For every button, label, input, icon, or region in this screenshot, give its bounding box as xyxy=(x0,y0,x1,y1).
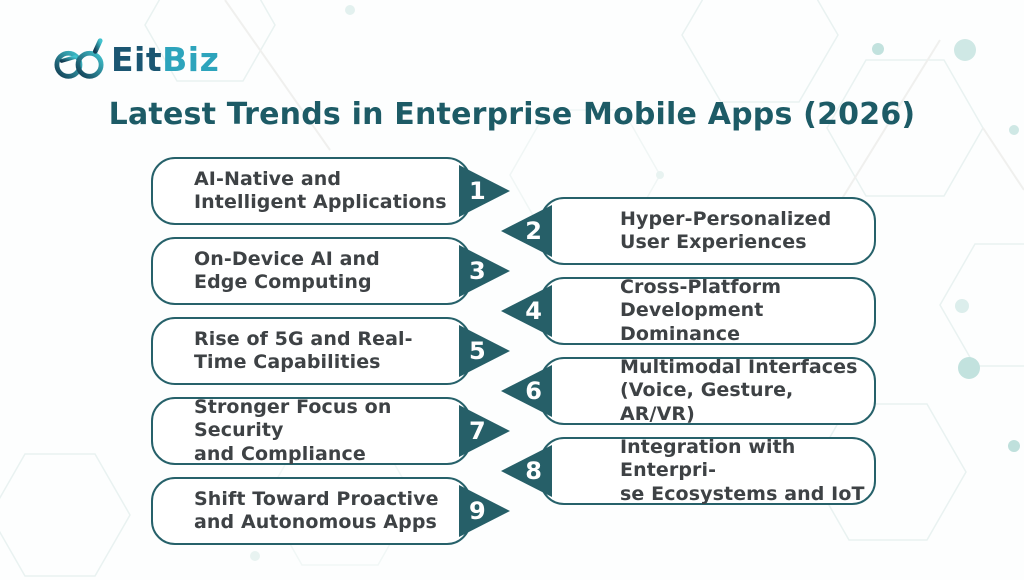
trend-number-6: 6 xyxy=(525,377,542,405)
trend-box-4: Cross-Platform Development Dominance 4 xyxy=(501,276,876,346)
trend-label-1: AI-Native and Intelligent Applications xyxy=(153,168,447,214)
brand-name: EitBiz xyxy=(111,43,219,76)
trend-line: Cross-Platform xyxy=(620,276,782,299)
trend-line: Intelligent Applications xyxy=(194,191,447,213)
trend-label-9: Shift Toward Proactive and Autonomous Ap… xyxy=(153,488,439,534)
trend-label-7: Stronger Focus on Security and Complianc… xyxy=(153,396,469,466)
trend-number-2: 2 xyxy=(525,217,542,245)
trend-line: Multimodal Interfaces xyxy=(620,356,858,379)
trend-line: Shift Toward Proactive xyxy=(194,487,439,510)
trend-box-7: Stronger Focus on Security and Complianc… xyxy=(151,396,510,466)
trend-line: and Compliance xyxy=(194,442,366,465)
trend-label-2: Hyper-Personalized User Experiences xyxy=(542,208,831,254)
trend-box-3: On-Device AI and Edge Computing 3 xyxy=(151,237,510,305)
trend-label-3: On-Device AI and Edge Computing xyxy=(153,248,380,294)
trend-number-8: 8 xyxy=(525,457,542,485)
trend-label-6: Multimodal Interfaces (Voice, Gesture, A… xyxy=(542,356,874,426)
trend-label-5: Rise of 5G and Real- Time Capabilities xyxy=(153,328,413,374)
trend-line: User Experiences xyxy=(620,231,807,253)
brand-name-primary: Eit xyxy=(111,39,163,79)
trend-line: Development Dominance xyxy=(620,299,764,345)
trend-box-2: Hyper-Personalized User Experiences 2 xyxy=(501,197,876,265)
trend-label-8: Integration with Enterpri- se Ecosystems… xyxy=(542,436,874,506)
brand-logo: EitBiz xyxy=(54,36,219,82)
trend-number-1: 1 xyxy=(469,177,486,205)
trend-number-4: 4 xyxy=(525,297,542,325)
trend-label-4: Cross-Platform Development Dominance xyxy=(542,276,874,346)
trend-line: AI-Native and xyxy=(194,167,342,190)
trend-number-7: 7 xyxy=(469,417,486,445)
trend-box-6: Multimodal Interfaces (Voice, Gesture, A… xyxy=(501,356,876,426)
trend-box-9: Shift Toward Proactive and Autonomous Ap… xyxy=(151,477,510,545)
trend-line: Integration with Enterpri- xyxy=(620,436,796,482)
trend-number-5: 5 xyxy=(469,337,486,365)
trend-line: Hyper-Personalized xyxy=(620,207,832,230)
trend-line: Stronger Focus on Security xyxy=(194,396,392,442)
trend-number-9: 9 xyxy=(469,497,486,525)
trend-line: se Ecosystems and IoT xyxy=(620,482,865,505)
trend-line: On-Device AI and xyxy=(194,247,380,270)
trend-box-1: AI-Native and Intelligent Applications 1 xyxy=(151,157,510,225)
page-title: Latest Trends in Enterprise Mobile Apps … xyxy=(108,97,916,132)
trend-box-8: Integration with Enterpri- se Ecosystems… xyxy=(501,436,876,506)
trend-line: Time Capabilities xyxy=(194,351,381,373)
trend-number-3: 3 xyxy=(469,257,486,285)
trend-line: Edge Computing xyxy=(194,271,372,293)
trend-box-5: Rise of 5G and Real- Time Capabilities 5 xyxy=(151,317,510,385)
trend-line: and Autonomous Apps xyxy=(194,511,437,533)
trend-line: (Voice, Gesture, AR/VR) xyxy=(620,379,794,425)
eb-infinity-icon xyxy=(54,38,104,79)
brand-name-secondary: Biz xyxy=(162,39,220,79)
trend-line: Rise of 5G and Real- xyxy=(194,327,413,350)
